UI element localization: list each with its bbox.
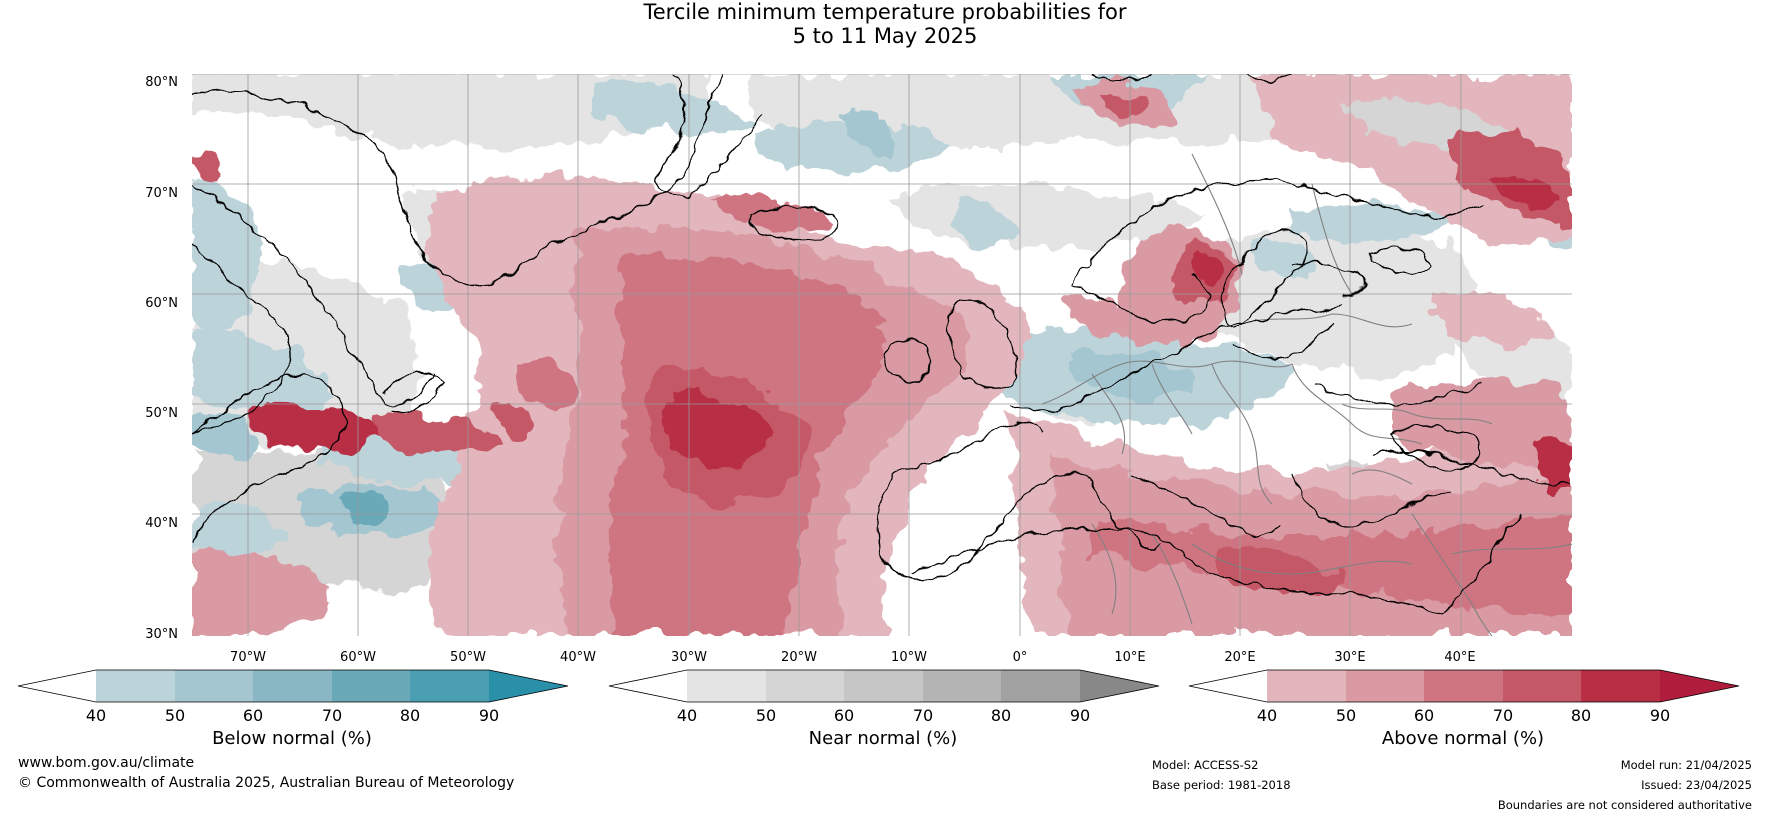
colorbar-near-tick: 80 — [990, 706, 1012, 725]
lon-label-20e: 20°E — [1224, 650, 1256, 665]
colorbar-near-normal — [608, 668, 1160, 704]
colorbar-below-segment — [489, 670, 568, 702]
footer-url: www.bom.gov.au/climate — [18, 755, 195, 771]
lon-label-40w: 40°W — [560, 650, 596, 665]
colorbar-near-tick: 70 — [912, 706, 934, 725]
lon-label-60w: 60°W — [340, 650, 376, 665]
colorbar-above-label: Above normal (%) — [1381, 728, 1545, 749]
colorbar-above-segment — [1660, 670, 1739, 702]
colorbar-above-tick: 90 — [1649, 706, 1671, 725]
lat-label-80n: 80°N — [145, 75, 178, 90]
lon-label-0: 0° — [1012, 650, 1028, 665]
colorbar-below-tick: 70 — [321, 706, 343, 725]
colorbar-above-tick: 80 — [1570, 706, 1592, 725]
colorbar-below-svg — [17, 669, 569, 703]
lon-label-50w: 50°W — [450, 650, 486, 665]
probability-map — [192, 74, 1572, 636]
lon-label-20w: 20°W — [781, 650, 817, 665]
lon-label-70w: 70°W — [230, 650, 266, 665]
lon-label-40e: 40°E — [1444, 650, 1476, 665]
colorbar-above-segment — [1503, 670, 1581, 702]
lon-label-30e: 30°E — [1334, 650, 1366, 665]
colorbar-near-segment — [766, 670, 844, 702]
colorbar-below-segment — [332, 670, 410, 702]
footer-base-period: Base period: 1981-2018 — [1152, 778, 1291, 792]
colorbar-above-svg — [1188, 669, 1740, 703]
colorbar-near-svg — [608, 669, 1160, 703]
colorbar-near-segment — [1080, 670, 1159, 702]
colorbar-below-normal — [17, 668, 569, 704]
colorbar-near-segment — [687, 670, 766, 702]
colorbar-above-segment — [1267, 670, 1346, 702]
colorbar-near-tick: 40 — [676, 706, 698, 725]
lon-label-10w: 10°W — [891, 650, 927, 665]
footer-model: Model: ACCESS-S2 — [1152, 758, 1259, 772]
colorbar-near-segment — [1001, 670, 1080, 702]
lat-label-50n: 50°N — [145, 406, 178, 421]
above-normal-field — [192, 74, 1572, 636]
lat-label-60n: 60°N — [145, 296, 178, 311]
colorbar-near-segment — [923, 670, 1001, 702]
colorbar-below-tick: 60 — [242, 706, 264, 725]
lon-label-10e: 10°E — [1114, 650, 1146, 665]
lat-label-30n: 30°N — [145, 627, 178, 642]
map-svg — [192, 74, 1572, 636]
footer-issued: Issued: 23/04/2025 — [1641, 778, 1752, 792]
colorbar-above-tick: 40 — [1256, 706, 1278, 725]
coastlines — [192, 74, 1572, 615]
colorbar-near-tick: 60 — [833, 706, 855, 725]
colorbar-near-label: Near normal (%) — [808, 728, 958, 749]
footer-copyright: © Commonwealth of Australia 2025, Austra… — [18, 775, 515, 791]
colorbar-above-segment — [1346, 670, 1424, 702]
colorbar-above-tick: 60 — [1413, 706, 1435, 725]
colorbar-near-segment — [844, 670, 923, 702]
footer-model-run: Model run: 21/04/2025 — [1620, 758, 1752, 772]
colorbar-above-segment — [1189, 670, 1267, 702]
lat-label-40n: 40°N — [145, 516, 178, 531]
colorbar-below-tick: 50 — [164, 706, 186, 725]
colorbar-below-segment — [253, 670, 332, 702]
colorbar-near-tick: 50 — [755, 706, 777, 725]
colorbar-above-tick: 50 — [1335, 706, 1357, 725]
map-title: Tercile minimum temperature probabilitie… — [0, 0, 1770, 48]
colorbar-above-tick: 70 — [1492, 706, 1514, 725]
title-line-1: Tercile minimum temperature probabilitie… — [643, 0, 1127, 24]
colorbar-below-tick: 90 — [478, 706, 500, 725]
colorbar-above-segment — [1424, 670, 1503, 702]
colorbar-above-normal — [1188, 668, 1740, 704]
colorbar-above-segment — [1581, 670, 1660, 702]
colorbar-below-tick: 80 — [399, 706, 421, 725]
colorbar-below-label: Below normal (%) — [212, 728, 372, 749]
colorbar-below-segment — [96, 670, 175, 702]
title-line-2: 5 to 11 May 2025 — [792, 24, 978, 48]
country-boundaries — [1041, 153, 1572, 636]
colorbar-below-tick: 40 — [85, 706, 107, 725]
colorbar-below-segment — [175, 670, 253, 702]
lat-label-70n: 70°N — [145, 186, 178, 201]
colorbar-below-segment — [18, 670, 96, 702]
colorbar-near-tick: 90 — [1069, 706, 1091, 725]
colorbar-below-segment — [410, 670, 489, 702]
footer-disclaimer: Boundaries are not considered authoritat… — [1497, 798, 1752, 812]
probability-fields — [192, 74, 1572, 636]
lon-label-30w: 30°W — [671, 650, 707, 665]
colorbar-near-segment — [609, 670, 687, 702]
